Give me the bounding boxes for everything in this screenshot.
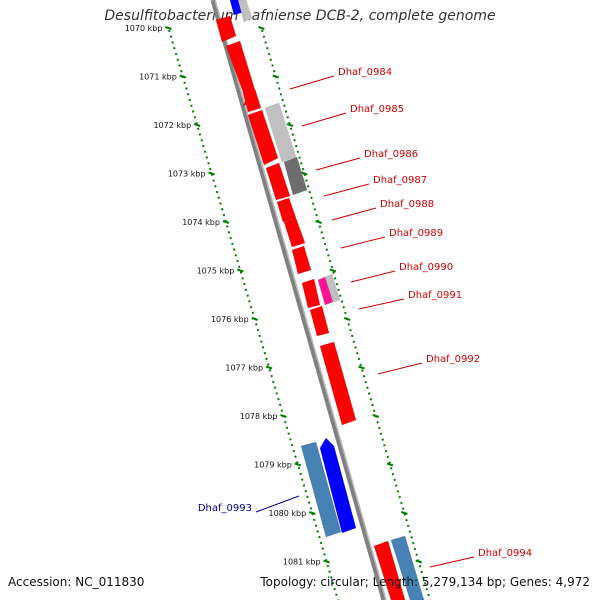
feature-red-small-1[interactable] (242, 88, 262, 113)
tick-mark (165, 26, 172, 30)
gene-leader-line (340, 236, 386, 249)
tick-label: 1080 kbp (269, 509, 307, 518)
tick-mark (208, 171, 215, 176)
tick-mark (222, 220, 230, 224)
tick-mark (193, 123, 201, 127)
accession-text: Accession: NC_011830 (8, 575, 145, 589)
tick-mark (280, 414, 287, 418)
feature-dhaf-0987[interactable] (283, 156, 308, 196)
tick-mark (300, 171, 308, 176)
tick-mark (236, 268, 244, 273)
genome-title: Desulfitobacterium hafniense DCB-2, comp… (104, 8, 496, 24)
feature-dhaf-0992[interactable] (319, 341, 357, 426)
gene-label-dhaf-0994[interactable]: Dhaf_0994 (478, 548, 532, 559)
feature-dhaf-0994[interactable] (373, 540, 406, 600)
gene-label-dhaf-0988[interactable]: Dhaf_0988 (380, 199, 434, 210)
tick-mark (358, 365, 365, 370)
tick-mark (401, 511, 408, 515)
genome-summary: Topology: circular; Length: 5,279,134 bp… (260, 575, 590, 589)
tick-mark (315, 220, 322, 224)
tick-mark (251, 317, 259, 321)
gene-label-dhaf-0990[interactable]: Dhaf_0990 (399, 262, 453, 273)
gene-leader-line (301, 112, 347, 127)
tick-mark (372, 414, 380, 418)
tick-mark (179, 74, 187, 79)
tick-label: 1079 kbp (254, 461, 292, 470)
tick-mark (343, 317, 351, 321)
gene-leader-line (315, 157, 361, 171)
feature-dhaf-0988[interactable] (265, 162, 291, 201)
gene-leader-line (255, 495, 300, 513)
feature-dhaf-0986[interactable] (247, 109, 279, 166)
feature-dhaf-0990-grey[interactable] (324, 273, 341, 303)
gene-leader-line (331, 207, 377, 221)
gene-leader-line (429, 556, 475, 568)
gene-label-dhaf-0987[interactable]: Dhaf_0987 (373, 175, 427, 186)
gene-leader-line (377, 362, 423, 375)
feature-dhaf-0994-steel[interactable] (390, 535, 425, 600)
gene-label-dhaf-0992[interactable]: Dhaf_0992 (426, 354, 480, 365)
feature-top-grey[interactable] (237, 0, 253, 23)
gene-leader-line (323, 183, 370, 197)
gene-label-dhaf-0984[interactable]: Dhaf_0984 (338, 67, 392, 78)
feature-dhaf-0989[interactable] (276, 197, 297, 223)
tick-mark (386, 462, 394, 467)
feature-dhaf-0993-steel[interactable] (300, 441, 342, 538)
gene-label-dhaf-0985[interactable]: Dhaf_0985 (350, 104, 404, 115)
gene-leader-line (289, 75, 335, 90)
feature-red-small-2[interactable] (283, 217, 306, 248)
gene-leader-line (358, 298, 405, 310)
tick-label: 1072 kbp (153, 121, 191, 130)
tick-mark (308, 511, 316, 515)
gene-label-dhaf-0991[interactable]: Dhaf_0991 (408, 290, 462, 301)
gene-leader-line (350, 270, 396, 283)
gene-label-dhaf-0993[interactable]: Dhaf_0993 (198, 503, 252, 514)
tick-label: 1074 kbp (182, 218, 220, 227)
tick-mark (294, 462, 302, 467)
feature-dhaf-0993[interactable] (319, 437, 357, 534)
tick-mark (329, 268, 337, 273)
genome-backbone-highlight (214, 0, 387, 600)
tick-label: 1071 kbp (139, 73, 177, 82)
tick-label: 1076 kbp (211, 315, 249, 324)
gene-label-dhaf-0989[interactable]: Dhaf_0989 (389, 228, 443, 239)
tick-mark (265, 365, 273, 370)
tick-mark (258, 26, 265, 30)
tick-mark (323, 559, 330, 564)
tick-label: 1070 kbp (125, 24, 163, 33)
feature-red-small-3[interactable] (291, 245, 312, 275)
gene-label-dhaf-0986[interactable]: Dhaf_0986 (364, 149, 418, 160)
tick-mark (286, 123, 294, 127)
genome-backbone (210, 0, 387, 600)
tick-label: 1078 kbp (240, 412, 278, 421)
feature-red-small-4[interactable] (309, 305, 330, 337)
tick-label: 1077 kbp (225, 364, 263, 373)
feature-top-red[interactable] (215, 15, 237, 43)
feature-dhaf-0985[interactable] (264, 102, 297, 163)
tick-label: 1075 kbp (197, 267, 235, 276)
tick-label: 1081 kbp (283, 558, 321, 567)
tick-mark (272, 74, 280, 79)
feature-dhaf-0991[interactable] (301, 278, 321, 309)
tick-mark (415, 559, 422, 564)
tick-label: 1073 kbp (168, 170, 206, 179)
